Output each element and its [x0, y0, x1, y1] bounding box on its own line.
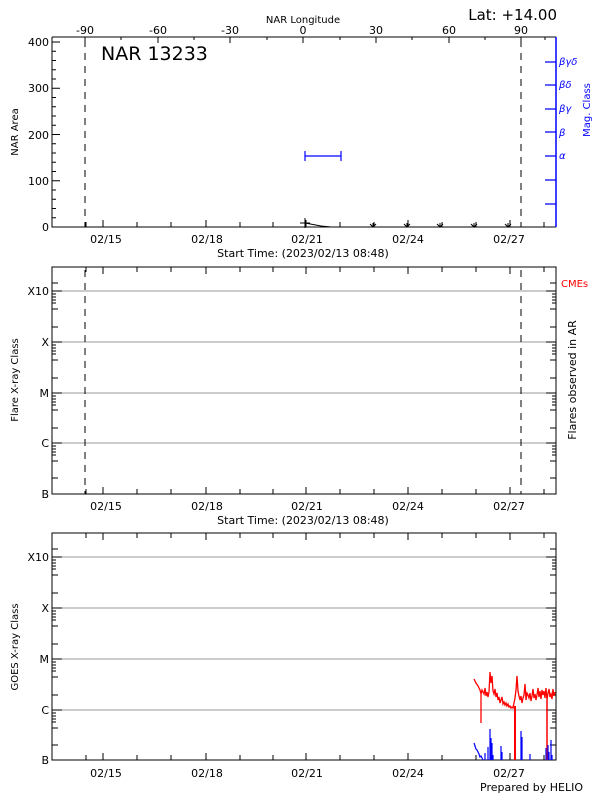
svg-text:α: α: [559, 151, 566, 162]
svg-text:02/24: 02/24: [392, 233, 424, 246]
panel-goes-xray: B C M X X10 GOES X-ray Class: [10, 532, 583, 794]
right-axis-label: Flares observed in AR: [566, 320, 579, 440]
svg-text:02/21: 02/21: [291, 500, 323, 513]
svg-text:02/27: 02/27: [493, 767, 525, 780]
x-tick-labels: 02/15 02/18 02/21 02/24 02/27: [90, 500, 525, 513]
x-tick-labels: 02/15 02/18 02/21 02/24 02/27: [90, 767, 525, 780]
svg-text:300: 300: [28, 82, 49, 95]
svg-text:90: 90: [514, 24, 528, 37]
panel-flare-class: B C M X X10 Flare X-ray Class Flares obs…: [10, 266, 588, 527]
svg-text:M: M: [40, 387, 50, 400]
svg-text:βγδ: βγδ: [558, 57, 577, 68]
svg-text:X: X: [41, 336, 49, 349]
y-tick-labels: B C M X X10: [27, 551, 49, 767]
area-series: [300, 218, 512, 228]
mag-class-labels: α β βγ βδ βγδ: [558, 57, 577, 162]
svg-text:200: 200: [28, 129, 49, 142]
svg-text:-60: -60: [149, 24, 167, 37]
svg-text:X10: X10: [27, 551, 49, 564]
svg-text:B: B: [41, 488, 49, 501]
lat-annotation: Lat: +14.00: [468, 6, 557, 24]
svg-text:02/15: 02/15: [90, 500, 122, 513]
y-axis-label: GOES X-ray Class: [10, 603, 21, 690]
credit-text: Prepared by HELIO: [480, 781, 583, 794]
svg-text:02/18: 02/18: [191, 767, 223, 780]
region-title: NAR 13233: [101, 43, 208, 65]
svg-text:C: C: [41, 437, 49, 450]
svg-text:02/15: 02/15: [90, 233, 122, 246]
svg-text:B: B: [41, 754, 49, 767]
svg-text:βδ: βδ: [558, 80, 572, 91]
svg-text:02/18: 02/18: [191, 233, 223, 246]
y-axis-label: NAR Area: [10, 108, 21, 155]
svg-text:X10: X10: [27, 285, 49, 298]
y-tick-labels: 0 100 200 300 400: [28, 36, 49, 234]
svg-text:02/18: 02/18: [191, 500, 223, 513]
cme-legend: CMEs: [561, 279, 588, 290]
svg-text:02/24: 02/24: [392, 500, 424, 513]
svg-text:02/24: 02/24: [392, 767, 424, 780]
top-axis-label: NAR Longitude: [266, 15, 340, 26]
svg-text:400: 400: [28, 36, 49, 49]
svg-text:02/21: 02/21: [291, 767, 323, 780]
y-tick-labels: B C M X X10: [27, 285, 49, 501]
svg-text:β: β: [558, 128, 566, 139]
svg-text:02/15: 02/15: [90, 767, 122, 780]
top-tick-labels: -90 -60 -30 0 30 60 90: [76, 24, 528, 37]
svg-text:βγ: βγ: [558, 104, 572, 115]
svg-text:M: M: [40, 653, 50, 666]
svg-text:02/21: 02/21: [291, 233, 323, 246]
goes-long-series: [473, 671, 556, 710]
svg-text:-30: -30: [221, 24, 239, 37]
svg-text:0: 0: [300, 24, 307, 37]
right-axis-label: Mag. Class: [582, 83, 593, 137]
x-axis-label: Start Time: (2023/02/13 08:48): [217, 247, 389, 260]
x-axis-label: Start Time: (2023/02/13 08:48): [217, 514, 389, 527]
svg-text:-90: -90: [76, 24, 94, 37]
y-axis-label: Flare X-ray Class: [10, 338, 21, 422]
svg-text:C: C: [41, 704, 49, 717]
panel-nar-area: NAR Longitude Lat: +14.00 -90 -60 -30 0 …: [10, 6, 593, 260]
svg-text:02/27: 02/27: [493, 500, 525, 513]
mag-class-series: [304, 151, 342, 161]
svg-text:100: 100: [28, 175, 49, 188]
svg-text:X: X: [41, 602, 49, 615]
svg-text:02/27: 02/27: [493, 233, 525, 246]
svg-text:30: 30: [369, 24, 383, 37]
svg-text:0: 0: [42, 221, 49, 234]
goes-short-series: [473, 729, 553, 761]
x-tick-labels: 02/15 02/18 02/21 02/24 02/27: [90, 233, 525, 246]
svg-text:60: 60: [442, 24, 456, 37]
